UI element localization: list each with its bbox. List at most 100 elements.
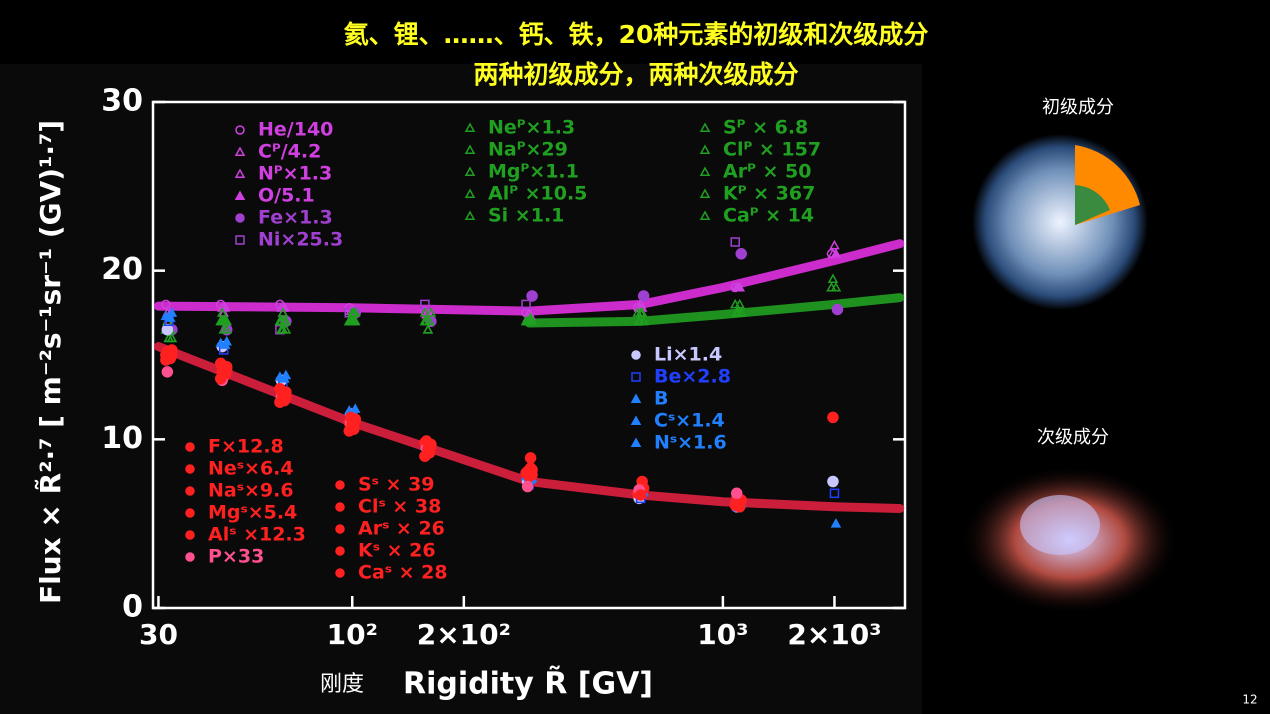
x-tick-label: 10² [327,618,378,651]
marker [826,281,837,292]
marker [634,489,647,501]
marker [221,335,232,346]
marker [422,324,434,334]
x-label: Rigidity R̃ [GV] [403,666,653,701]
marker [161,366,174,378]
marker [343,315,355,326]
x-label-cn: 刚度 [320,672,364,697]
legend-marker [185,464,195,474]
legend-label: Cᴾ/4.2 [258,141,321,163]
legend-marker [234,168,246,178]
legend-marker [185,486,195,496]
legend-marker [335,524,345,534]
marker [735,307,747,317]
legend-marker [185,530,195,540]
legend-label: Arˢ × 26 [358,518,445,540]
legend-label: Kᴾ × 367 [723,183,815,205]
legend-marker [699,210,711,220]
legend-marker [630,437,642,447]
marker [520,315,532,326]
legend-marker [335,546,345,556]
legend-label: Si ×1.1 [488,205,564,227]
legend-label: Clᴾ × 157 [723,139,821,161]
y-tick-label: 0 [122,590,143,625]
legend-label: Clˢ × 38 [358,496,441,518]
legend-marker [630,393,642,403]
legend-marker [630,415,642,425]
legend-label: Neᴾ×1.3 [488,117,575,139]
legend-marker [464,166,476,176]
fit-band [524,293,905,328]
legend-marker [464,122,476,132]
legend-marker [234,146,246,156]
legend-marker [235,125,245,135]
legend-label: Nˢ×1.6 [654,432,727,454]
legend-label: Li×1.4 [654,344,722,366]
marker [419,450,431,462]
legend-marker [185,552,195,562]
legend-label: Be×2.8 [654,366,731,388]
legend-label: He/140 [258,119,333,141]
slide-title: 氦、锂、……、钙、铁，20种元素的初级和次级成分 [344,20,929,49]
legend-label: Neˢ×6.4 [208,458,294,480]
marker [274,396,286,408]
legend-label: Arᴾ × 50 [723,161,811,183]
legend-label: Mgˢ×5.4 [208,502,297,524]
marker [521,299,531,310]
marker [637,290,650,302]
legend-marker [185,442,195,452]
marker [215,315,226,326]
legend-marker [185,508,195,518]
marker [633,315,645,326]
legend-marker [699,122,711,132]
legend-marker [235,213,245,223]
marker [280,369,292,380]
marker [730,237,740,247]
legend-label: Cˢ×1.4 [654,410,725,432]
marker [349,307,361,317]
marker [729,298,741,309]
marker [419,307,431,317]
marker [274,371,286,381]
marker [521,465,534,478]
legend-label: B [654,388,668,410]
y-label: Flux × R̃²·⁷ [ m⁻²s⁻¹sr⁻¹ (GV)¹·⁷] [34,120,67,604]
marker [420,435,433,447]
marker [424,315,435,326]
legend-marker [335,502,345,512]
legend-label: F×12.8 [208,436,284,458]
x-tick-label: 2×10³ [787,618,881,651]
plot-frame [151,100,907,610]
marker [734,281,746,292]
marker [161,299,171,310]
marker [827,273,839,284]
legend-marker [335,480,345,490]
legend-label: Alˢ ×12.3 [208,524,306,546]
marker [827,475,839,488]
legend-label: Caᴾ × 14 [723,205,814,227]
marker [349,403,361,413]
legend-marker [464,188,476,198]
legend-label: Fe×1.3 [258,207,333,229]
marker [730,487,743,500]
legend-marker [631,350,641,360]
marker [632,307,643,317]
legend-label: Naˢ×9.6 [208,480,294,502]
legend-marker [235,235,245,245]
y-tick-label: 10 [101,421,143,456]
page-number: 12 [1242,693,1257,707]
legend-label: Kˢ × 26 [358,540,436,562]
legend-label: Sᴾ × 6.8 [723,117,808,139]
marker [524,452,537,464]
marker [526,290,538,302]
marker [216,359,228,371]
x-tick-label: 10³ [697,618,748,651]
marker [425,307,437,317]
marker [221,315,232,326]
legend-marker [335,568,345,578]
secondary-label: 次级成分 [1037,427,1109,448]
x-tick-label: 2×10² [417,618,511,651]
star-core-inner [1075,185,1110,225]
marker [277,307,289,317]
marker [280,324,292,334]
